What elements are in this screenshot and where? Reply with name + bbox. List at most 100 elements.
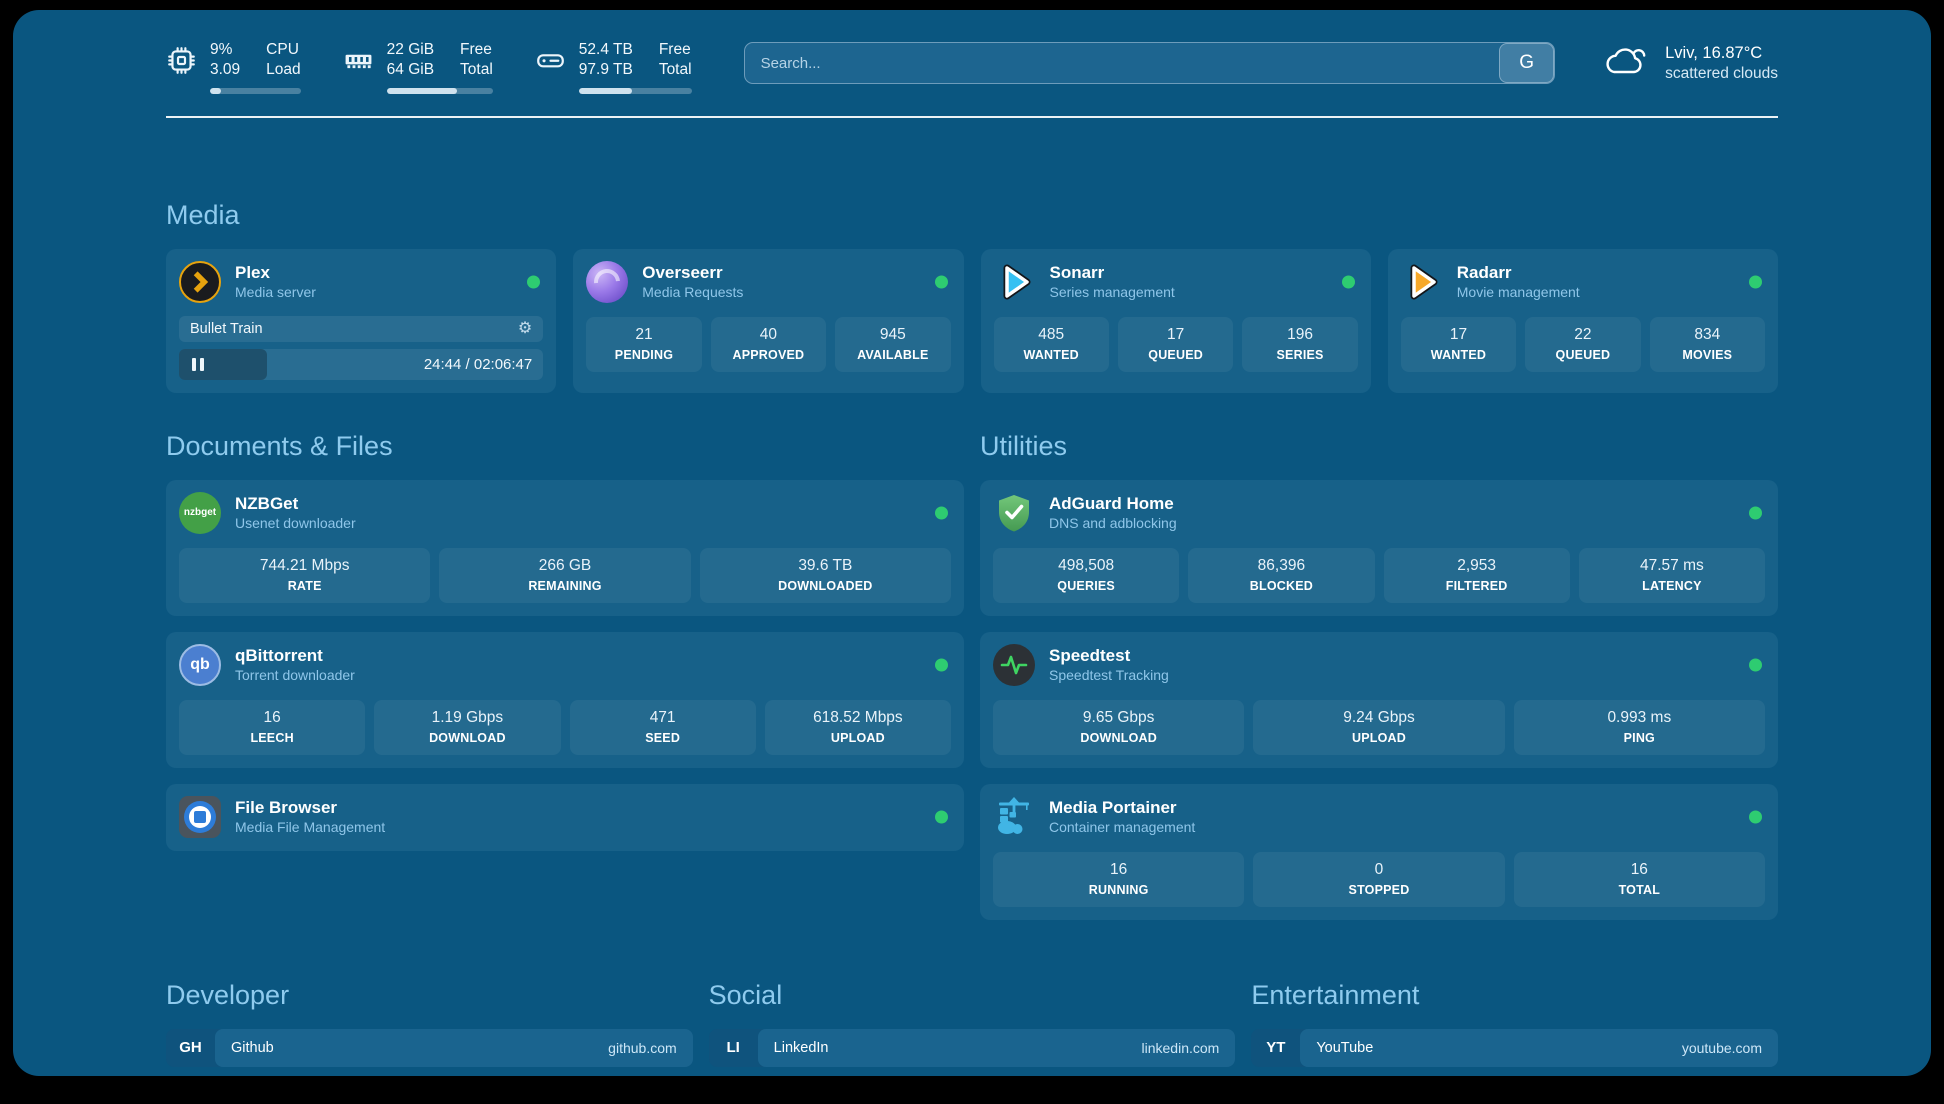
service-name: Sonarr xyxy=(1049,263,1105,283)
stat-running: 16 RUNNING xyxy=(993,851,1245,907)
stats-row: 16 RUNNING 0 STOPPED 16 TOTAL xyxy=(993,851,1765,907)
service-card-filebrowser[interactable]: File Browser Media File Management xyxy=(166,783,964,851)
service-description: Movie management xyxy=(1456,284,1580,301)
disk-icon xyxy=(535,45,566,94)
service-card-radarr[interactable]: Radarr Movie management 17 WANTED 22 QUE… xyxy=(1387,248,1778,393)
disk-free-value: 52.4 TB xyxy=(578,41,633,58)
service-description: DNS and adblocking xyxy=(1049,515,1177,532)
service-card-overseerr[interactable]: Overseerr Media Requests 21 PENDING 40 A… xyxy=(573,248,964,393)
card-header: AdGuard Home DNS and adblocking xyxy=(993,492,1765,534)
top-bar: 9% CPU 3.09 Load xyxy=(166,10,1778,94)
cpu-load-value: 3.09 xyxy=(210,61,241,79)
service-name: Radarr xyxy=(1456,263,1512,283)
overseerr-icon xyxy=(586,260,629,303)
stat-rate: 744.21 Mbps RATE xyxy=(179,547,431,603)
section-title-utilities: Utilities xyxy=(980,430,1068,461)
stat-remaining: 266 GB REMAINING xyxy=(439,547,691,603)
card-header: Speedtest Speedtest Tracking xyxy=(993,643,1765,686)
stat-stopped: 0 STOPPED xyxy=(1253,851,1505,907)
stat-wanted: 17 WANTED xyxy=(1400,316,1517,372)
bookmark-name: LinkedIn xyxy=(773,1039,829,1056)
cpu-usage-value: 9% xyxy=(210,41,233,58)
service-description: Media File Management xyxy=(235,819,386,836)
card-header: Radarr Movie management xyxy=(1401,261,1765,303)
service-card-adguard[interactable]: AdGuard Home DNS and adblocking 498,508 … xyxy=(980,479,1778,616)
stat-upload: 9.24 Gbps UPLOAD xyxy=(1253,699,1505,755)
stat-download: 1.19 Gbps DOWNLOAD xyxy=(374,699,561,755)
pause-button[interactable] xyxy=(179,348,267,380)
bookmark-abbr: GH xyxy=(179,1039,202,1057)
service-name: Overseerr xyxy=(642,263,723,283)
cpu-load-label: Load xyxy=(266,61,301,79)
stat-latency: 47.57 ms LATENCY xyxy=(1578,547,1765,603)
stat-download: 9.65 Gbps DOWNLOAD xyxy=(993,699,1245,755)
service-name: Speedtest xyxy=(1049,646,1131,666)
stat-movies: 834 MOVIES xyxy=(1649,316,1766,372)
stat-blocked: 86,396 BLOCKED xyxy=(1188,547,1375,603)
service-card-qbittorrent[interactable]: qb qBittorrent Torrent downloader 16 LEE… xyxy=(166,631,964,768)
section-title-documents: Documents & Files xyxy=(166,430,393,461)
cpu-usage-label: CPU xyxy=(266,41,299,58)
system-stats: 9% CPU 3.09 Load xyxy=(166,40,692,94)
service-name: AdGuard Home xyxy=(1049,494,1174,514)
service-name: NZBGet xyxy=(235,494,299,514)
service-card-sonarr[interactable]: Sonarr Series management 485 WANTED 17 Q… xyxy=(980,248,1371,393)
plex-icon xyxy=(179,260,221,303)
radarr-icon xyxy=(1401,261,1443,303)
stats-row: 498,508 QUERIES 86,396 BLOCKED 2,953 FIL… xyxy=(993,547,1765,603)
stat-pending: 21 PENDING xyxy=(586,316,702,372)
search-input[interactable] xyxy=(743,42,1556,84)
adguard-icon xyxy=(993,492,1035,534)
playback-bar: 24:44 / 02:06:47 xyxy=(179,348,544,380)
card-header: File Browser Media File Management xyxy=(179,795,951,838)
service-name: File Browser xyxy=(235,798,338,818)
stat-queued: 22 QUEUED xyxy=(1525,316,1641,372)
stats-row: 16 LEECH 1.19 Gbps DOWNLOAD 471 SEED xyxy=(179,699,951,755)
disk-progress-bar xyxy=(578,87,692,94)
cpu-icon xyxy=(166,45,197,94)
memory-free-value: 22 GiB xyxy=(386,41,435,58)
memory-total-label: Total xyxy=(460,61,493,79)
service-card-speedtest[interactable]: Speedtest Speedtest Tracking 9.65 Gbps D… xyxy=(980,631,1778,768)
stat-leech: 16 LEECH xyxy=(179,699,366,755)
service-name: Media Portainer xyxy=(1049,798,1177,818)
service-name: Plex xyxy=(235,263,270,283)
service-description: Media server xyxy=(235,284,316,301)
bookmark-group-developer: Developer GH Github github.com SO StackO… xyxy=(166,980,693,1076)
service-card-portainer[interactable]: Media Portainer Container management 16 … xyxy=(980,783,1778,920)
bookmark-github[interactable]: GH Github github.com xyxy=(166,1028,693,1067)
service-card-nzbget[interactable]: nzbget NZBGet Usenet downloader 744.21 M… xyxy=(166,479,964,616)
media-grid: Plex Media server Bullet Train ⚙ 24:44 /… xyxy=(166,248,1778,393)
stats-row: 744.21 Mbps RATE 266 GB REMAINING 39.6 T… xyxy=(179,547,951,603)
card-header: qb qBittorrent Torrent downloader xyxy=(179,643,951,686)
bookmark-linkedin[interactable]: LI LinkedIn linkedin.com xyxy=(708,1028,1236,1067)
speedtest-icon xyxy=(993,643,1035,686)
status-dot xyxy=(1749,658,1762,672)
nzbget-icon: nzbget xyxy=(179,491,221,534)
cpu-stat: 9% CPU 3.09 Load xyxy=(166,40,301,94)
gear-icon[interactable]: ⚙ xyxy=(517,319,533,337)
stat-total: 16 TOTAL xyxy=(1513,851,1765,907)
stat-downloaded: 39.6 TB DOWNLOADED xyxy=(699,547,951,603)
bookmark-abbr: LI xyxy=(726,1039,740,1057)
stat-upload: 618.52 Mbps UPLOAD xyxy=(764,699,951,755)
weather-condition: scattered clouds xyxy=(1665,65,1778,83)
filebrowser-icon xyxy=(179,795,221,838)
status-dot xyxy=(935,810,948,824)
stat-available: 945 AVAILABLE xyxy=(835,316,951,372)
memory-free-label: Free xyxy=(460,41,492,58)
stat-ping: 0.993 ms PING xyxy=(1513,699,1765,755)
section-title-developer: Developer xyxy=(166,979,290,1010)
bookmark-name: YouTube xyxy=(1316,1039,1374,1056)
bookmark-youtube[interactable]: YT YouTube youtube.com xyxy=(1251,1028,1778,1067)
now-playing-title: Bullet Train xyxy=(190,320,263,337)
search-provider-button[interactable]: G xyxy=(1499,43,1555,83)
service-description: Series management xyxy=(1049,284,1175,301)
section-title-social: Social xyxy=(708,979,783,1010)
service-card-plex[interactable]: Plex Media server Bullet Train ⚙ 24:44 /… xyxy=(166,248,557,393)
search-bar: G xyxy=(743,42,1556,84)
bookmark-url: youtube.com xyxy=(1681,1039,1762,1056)
bookmark-url: linkedin.com xyxy=(1141,1039,1220,1056)
sonarr-icon xyxy=(994,261,1036,303)
card-header: Plex Media server xyxy=(179,260,543,303)
